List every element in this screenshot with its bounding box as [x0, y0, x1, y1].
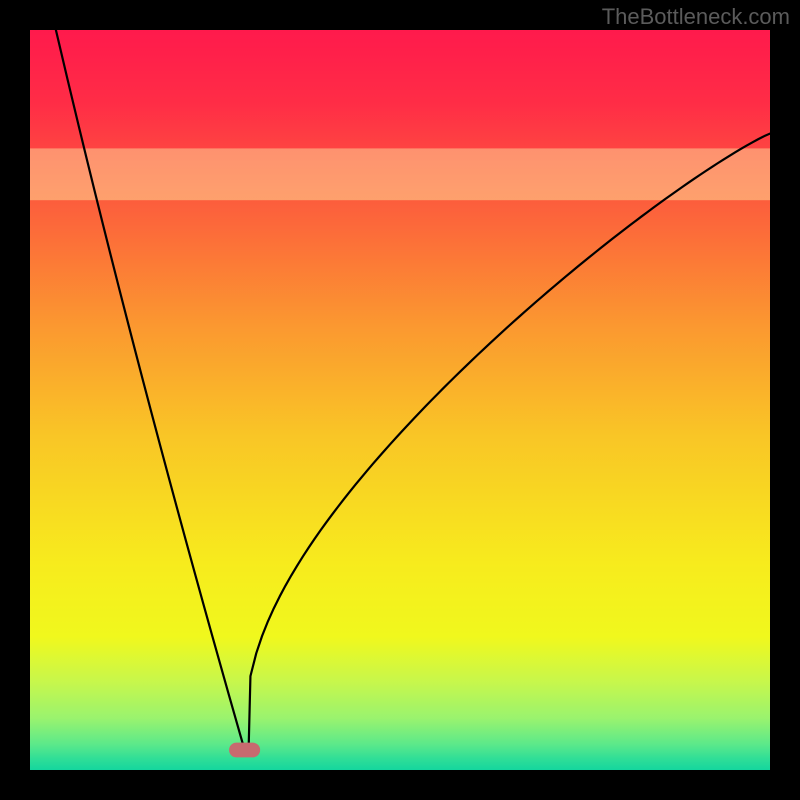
plot-area — [30, 30, 770, 770]
gradient-background — [30, 30, 770, 770]
yellow-glow-band — [30, 148, 770, 200]
chart-stage: TheBottleneck.com — [0, 0, 800, 800]
watermark-label: TheBottleneck.com — [602, 4, 790, 30]
plot-svg — [30, 30, 770, 770]
minimum-marker — [229, 743, 260, 758]
